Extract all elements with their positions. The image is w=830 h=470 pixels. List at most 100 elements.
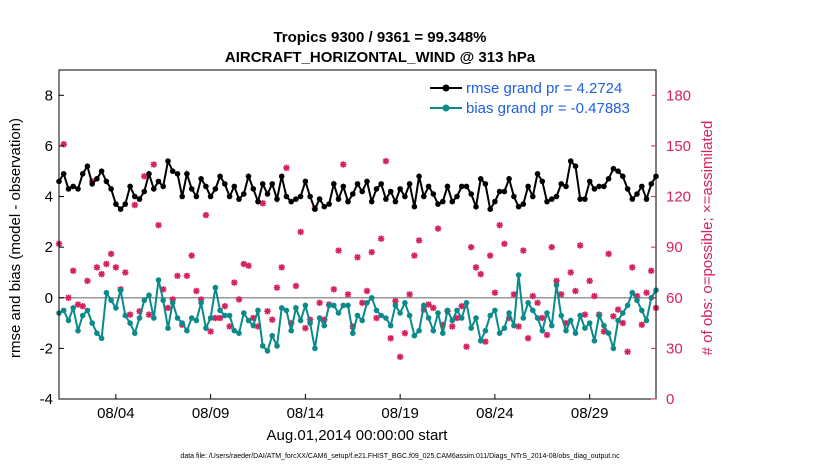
right-tick-label: 120 xyxy=(666,189,691,206)
obs-marker xyxy=(145,311,153,318)
rmse-point xyxy=(634,191,640,197)
obs-marker xyxy=(515,323,522,330)
obs-marker xyxy=(264,308,271,315)
rmse-point xyxy=(387,188,394,195)
bias-point xyxy=(70,305,76,311)
rmse-point xyxy=(596,183,602,190)
bias-point xyxy=(127,320,133,326)
rmse-point xyxy=(60,171,67,177)
rmse-point xyxy=(127,183,133,190)
obs-marker xyxy=(193,287,200,295)
obs-marker xyxy=(643,289,650,296)
rmse-point xyxy=(278,173,285,180)
rmse-point xyxy=(648,181,655,187)
rmse-point xyxy=(520,201,527,207)
rmse-point xyxy=(572,163,579,169)
bias-point xyxy=(331,302,337,309)
rmse-point xyxy=(530,193,536,200)
chart-title: Tropics 9300 / 9361 = 99.348% xyxy=(273,29,486,46)
obs-marker xyxy=(183,272,191,280)
rmse-point xyxy=(473,203,479,210)
rmse-point xyxy=(231,183,238,190)
rmse-point xyxy=(558,181,564,187)
obs-marker xyxy=(354,254,361,261)
rmse-point xyxy=(539,178,546,185)
rmse-point xyxy=(601,183,607,190)
bias-point xyxy=(278,305,285,311)
rmse-point xyxy=(563,183,569,190)
obs-marker xyxy=(93,264,101,271)
rmse-series xyxy=(56,157,659,212)
obs-marker xyxy=(534,299,541,307)
obs-marker xyxy=(529,292,537,300)
rmse-point xyxy=(89,181,95,187)
obs-marker xyxy=(520,247,527,254)
rmse-point xyxy=(316,196,323,202)
left-axis: -4 -2 0 2 4 6 8 xyxy=(40,87,64,408)
bias-point xyxy=(544,310,550,316)
rmse-point xyxy=(577,196,583,202)
obs-marker xyxy=(377,235,385,242)
rmse-point xyxy=(487,206,494,212)
rmse-point xyxy=(84,163,91,169)
bias-point xyxy=(108,297,114,304)
obs-marker xyxy=(629,264,636,271)
rmse-point xyxy=(364,178,370,185)
bias-point xyxy=(98,335,105,342)
legend-bias-label: bias grand pr = -0.47883 xyxy=(466,100,630,117)
obs-marker xyxy=(524,335,532,342)
bias-point xyxy=(534,315,541,321)
obs-marker xyxy=(619,319,627,327)
left-tick-label: 2 xyxy=(45,239,53,256)
rmse-point xyxy=(615,168,621,174)
rmse-point xyxy=(477,176,484,182)
bias-point xyxy=(75,327,81,334)
rmse-point xyxy=(132,193,138,200)
y-axis-label-left: rmse and bias (model - observation) xyxy=(7,118,24,358)
rmse-point xyxy=(525,183,531,190)
rmse-point xyxy=(482,181,489,187)
bias-point xyxy=(60,307,67,314)
plot-frame xyxy=(58,69,657,400)
bias-point xyxy=(454,307,460,314)
left-tick-label: -2 xyxy=(40,340,53,357)
legend: rmse grand pr = 4.2724 bias grand pr = -… xyxy=(424,74,652,120)
obs-marker xyxy=(434,225,442,232)
rmse-point xyxy=(340,183,347,190)
plot-area xyxy=(55,69,660,400)
bias-point xyxy=(406,312,413,319)
rmse-point xyxy=(629,196,636,202)
obs-marker xyxy=(297,228,304,236)
legend-rmse-label: rmse grand pr = 4.2724 xyxy=(466,80,622,97)
rmse-point xyxy=(259,181,266,187)
rmse-point xyxy=(155,178,162,185)
bias-point xyxy=(440,330,446,337)
bias-point xyxy=(203,325,209,331)
x-tick-label: 08/24 xyxy=(476,405,514,422)
bias-point xyxy=(250,322,257,329)
bias-point xyxy=(435,310,441,316)
bias-point xyxy=(378,312,385,319)
obs-marker xyxy=(235,296,243,303)
bias-point xyxy=(269,332,276,339)
data-file-footnote: data file: /Users/raeder/DAI/ATM_forcXX/… xyxy=(180,453,620,460)
rmse-point xyxy=(586,178,593,185)
rmse-point xyxy=(492,198,498,205)
left-tick-label: 8 xyxy=(45,87,53,104)
obs-marker xyxy=(245,262,252,269)
rmse-point xyxy=(449,198,456,205)
rmse-point xyxy=(65,186,72,192)
bias-point xyxy=(65,317,72,324)
bias-point xyxy=(283,307,290,314)
bias-point xyxy=(113,305,119,311)
bias-point xyxy=(364,300,370,306)
bias-point xyxy=(350,330,356,337)
bias-point xyxy=(212,284,219,291)
obs-marker xyxy=(221,303,229,310)
rmse-point xyxy=(553,193,560,200)
bias-point xyxy=(236,330,242,337)
bias-point xyxy=(217,307,223,314)
rmse-point xyxy=(458,183,465,190)
bias-point xyxy=(160,297,166,304)
